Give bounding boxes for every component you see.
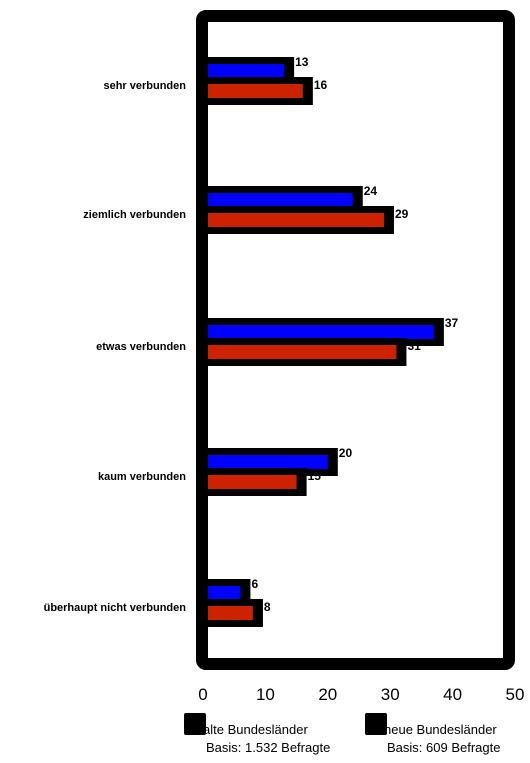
category-label: sehr verbunden: [103, 80, 186, 92]
legend-label: alte Bundesländer: [203, 722, 308, 737]
bar: [208, 455, 328, 469]
legend-basis: Basis: 1.532 Befragte: [206, 740, 330, 755]
data-label: 6: [251, 577, 258, 591]
bar: [208, 606, 253, 620]
data-label: 37: [445, 316, 459, 330]
bar: [208, 193, 353, 207]
category-label: etwas verbunden: [96, 341, 186, 353]
bar: [208, 586, 241, 600]
bar: [208, 213, 384, 227]
bar: [208, 84, 303, 98]
x-tick-label: 40: [443, 685, 462, 704]
data-label: 13: [295, 55, 309, 69]
x-tick-label: 10: [256, 685, 275, 704]
x-tick-label: 20: [318, 685, 337, 704]
legend-swatch: [365, 713, 387, 735]
bar: [208, 325, 434, 339]
legend-swatch: [184, 713, 206, 735]
data-label: 29: [395, 207, 409, 221]
bar: [208, 345, 397, 359]
legend-basis: Basis: 609 Befragte: [387, 740, 500, 755]
x-tick-label: 50: [506, 685, 525, 704]
data-label: 8: [264, 600, 271, 614]
data-label: 16: [314, 78, 328, 92]
bar: [208, 475, 297, 489]
data-label: 15: [308, 469, 322, 483]
legend-label: neue Bundesländer: [384, 722, 497, 737]
data-label: 20: [339, 446, 353, 460]
x-tick-label: 0: [198, 685, 207, 704]
data-label: 31: [407, 339, 421, 353]
category-label: ziemlich verbunden: [83, 209, 186, 221]
category-label: überhaupt nicht verbunden: [44, 602, 187, 614]
category-label: kaum verbunden: [98, 471, 186, 483]
data-label: 24: [364, 184, 378, 198]
bar: [208, 64, 285, 78]
x-tick-label: 30: [381, 685, 400, 704]
